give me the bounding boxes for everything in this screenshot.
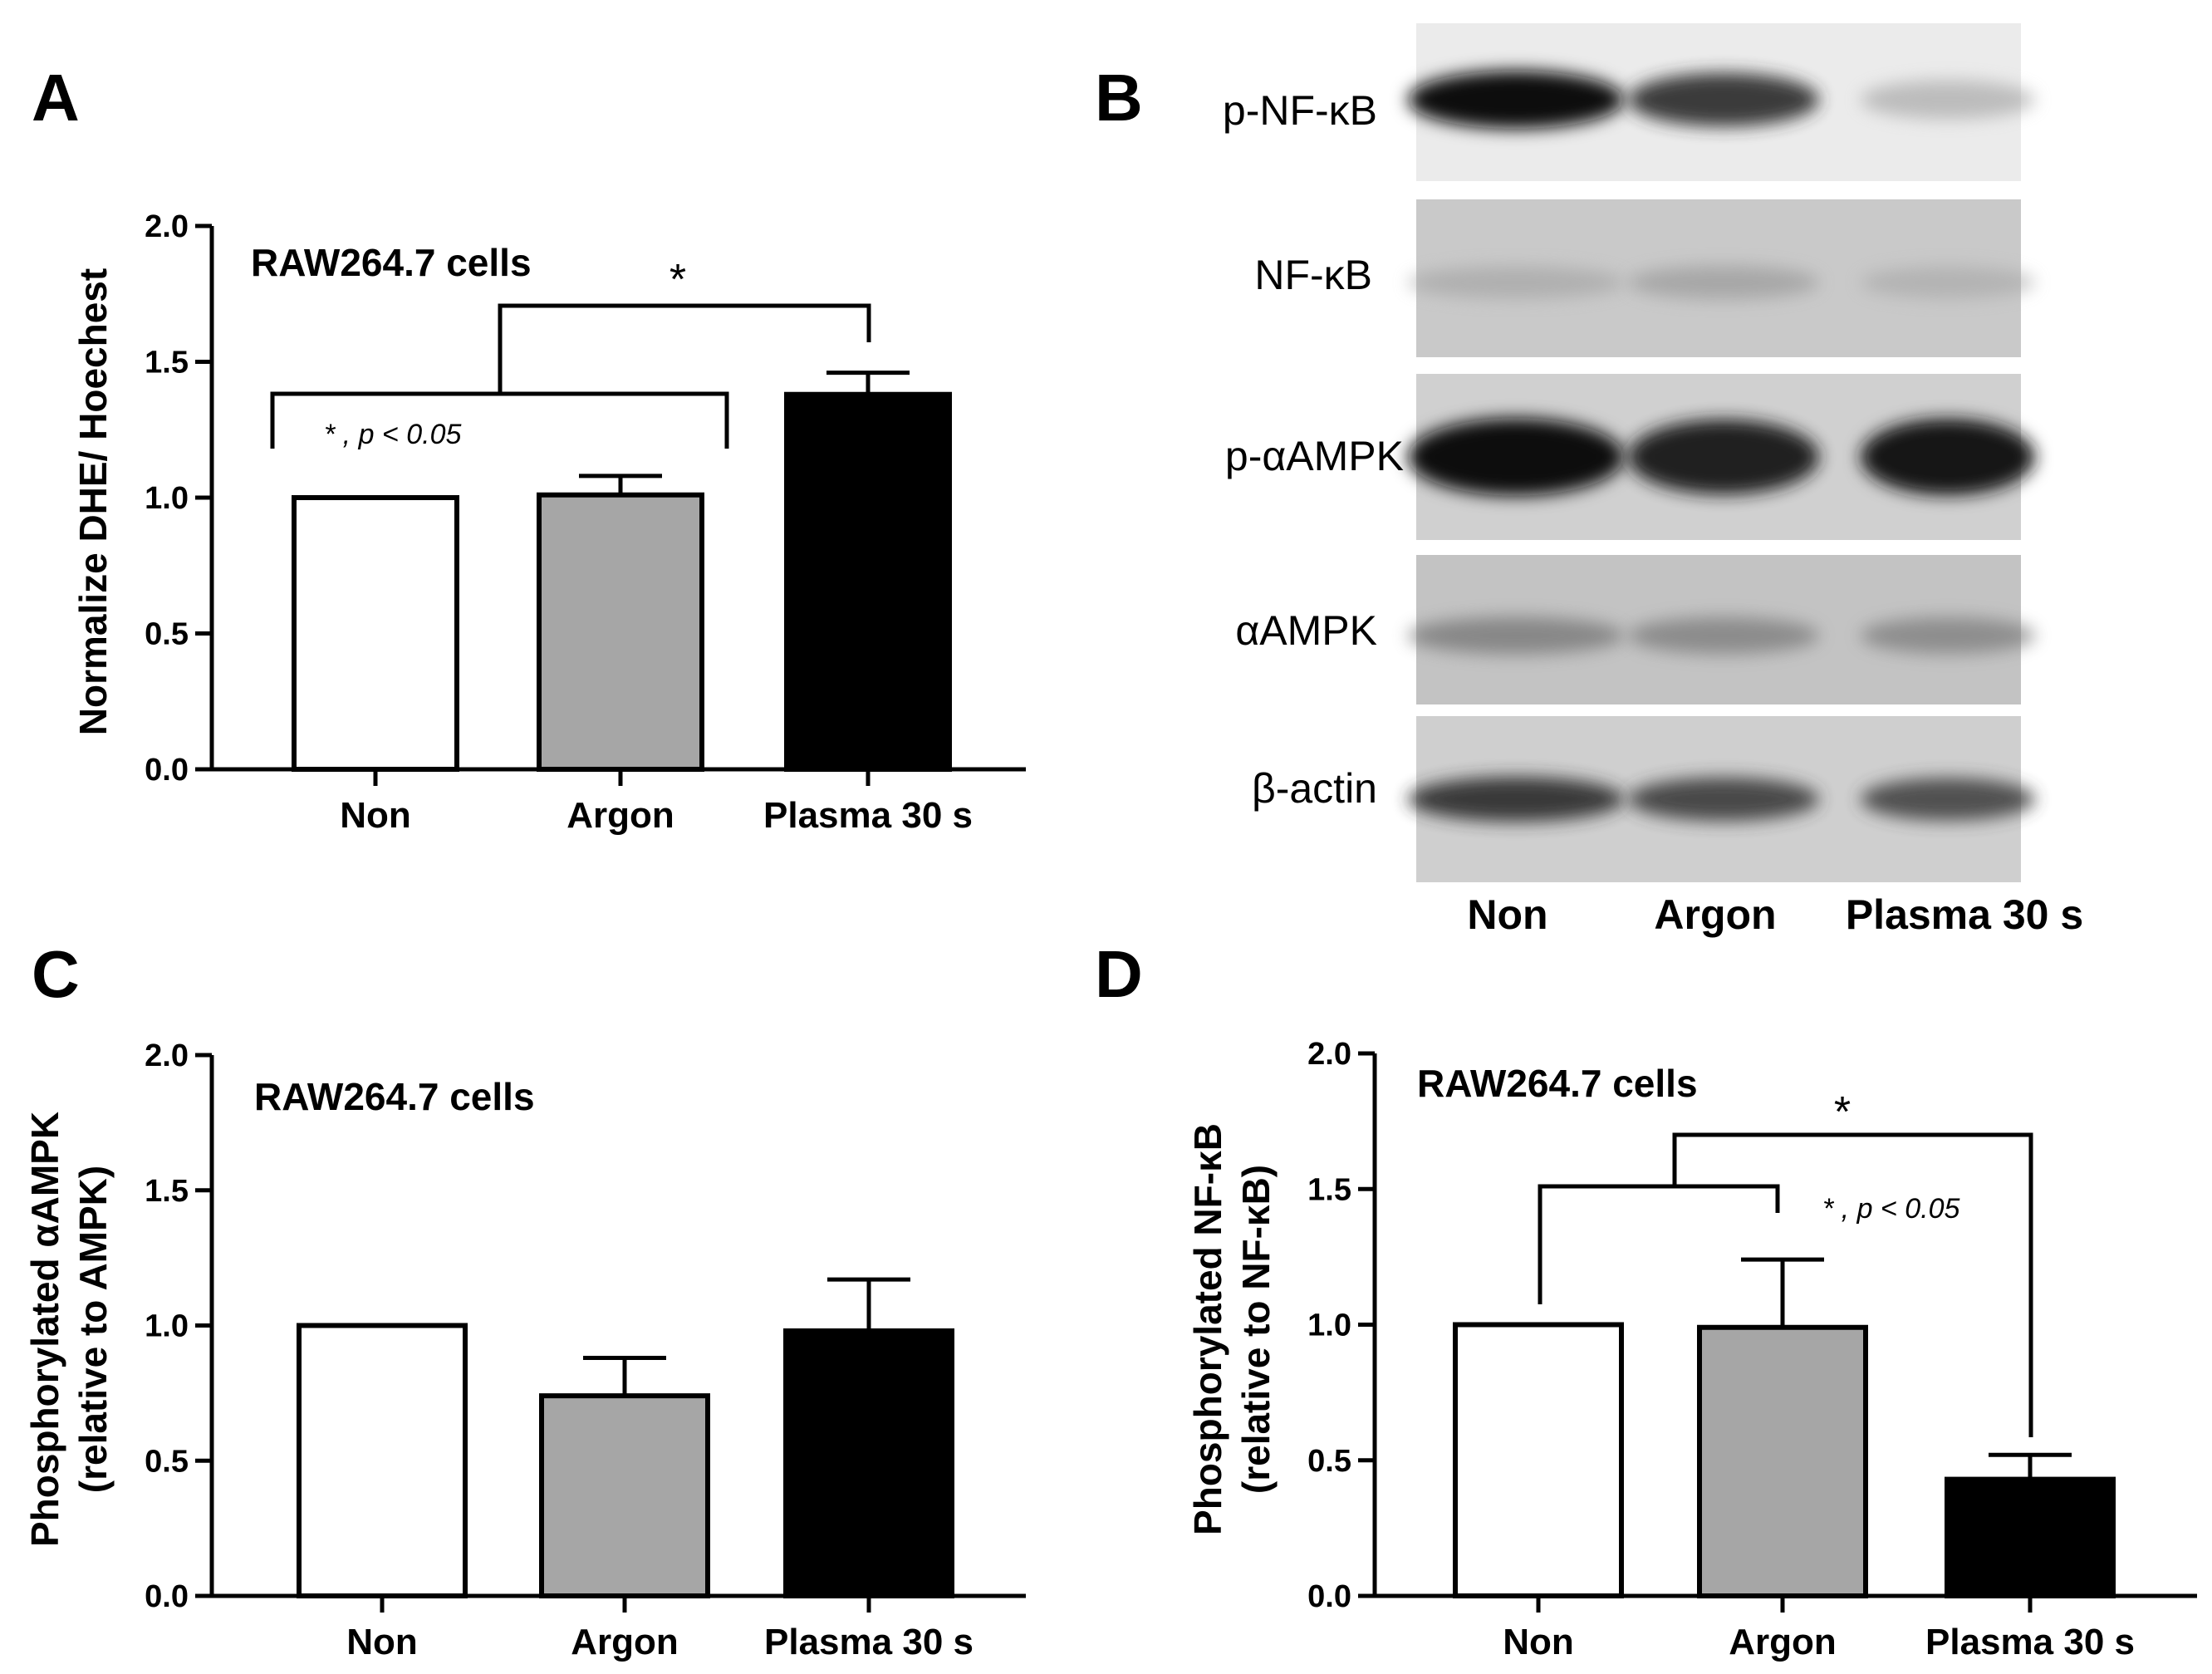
chart-a-bar <box>292 495 459 772</box>
blot-band-nfkb-lane-3 <box>1861 266 2035 299</box>
chart-a-bars <box>292 371 952 772</box>
chart-c-category-label: Non <box>346 1622 418 1662</box>
chart-a-category-label: Non <box>340 795 411 836</box>
blot-band-p-aampk-lane-1 <box>1408 418 1624 496</box>
chart-c-annotation: RAW264.7 cells <box>254 1075 535 1118</box>
chart-a-category-label: Plasma 30 s <box>763 795 973 836</box>
blot-band-nfkb-lane-1 <box>1408 266 1624 299</box>
blot-lane-plasma: Plasma 30 s <box>1846 891 2083 938</box>
blot-band-p-aampk-lane-3 <box>1861 418 2035 496</box>
chart-a-annotation: RAW264.7 cells <box>251 241 532 284</box>
chart-a: RAW264.7 cells Normalize DHE/ Hoechest 0… <box>71 209 1026 836</box>
blot-band-p-nfkb-lane-3 <box>1861 80 2035 120</box>
chart-d-y-tick-label: 1.0 <box>1307 1308 1351 1343</box>
chart-d-category-label: Argon <box>1729 1622 1837 1662</box>
blot-band-p-aampk-lane-2 <box>1628 419 1819 495</box>
chart-c: RAW264.7 cells Phosphorylated αAMPK (rel… <box>23 1038 1026 1662</box>
chart-a-y-tick-label: 1.0 <box>145 481 189 516</box>
chart-a-bracket-upper <box>498 303 871 394</box>
chart-c-y-tick-label: 1.5 <box>145 1174 189 1209</box>
blot-band-aampk-lane-3 <box>1861 616 2035 655</box>
chart-c-category-label: Argon <box>571 1622 679 1662</box>
chart-a-significance: * * , p < 0.05 <box>270 256 871 450</box>
blot-label-nfkb: NF-κB <box>1254 252 1372 298</box>
chart-c-y-axis-label-line1: Phosphorylated αAMPK <box>23 1112 66 1547</box>
panel-letter-d: D <box>1095 937 1143 1011</box>
chart-a-y-tick-label: 0.5 <box>145 617 189 652</box>
chart-c-y-tick-label: 1.0 <box>145 1309 189 1344</box>
panel-letter-b: B <box>1095 61 1143 135</box>
chart-c-category-label: Plasma 30 s <box>764 1622 974 1662</box>
chart-a-y-tick-label: 0.0 <box>145 753 189 788</box>
chart-d: RAW264.7 cells Phosphorylated NF-κB (rel… <box>1186 1037 2197 1662</box>
chart-c-y-tick-label: 0.5 <box>145 1444 189 1479</box>
blot-label-aampk: αAMPK <box>1235 607 1377 654</box>
chart-d-annotation: RAW264.7 cells <box>1417 1062 1698 1105</box>
panel-letter-a: A <box>32 61 80 135</box>
chart-c-bar <box>783 1328 954 1598</box>
western-blot-labels: p-NF-κB NF-κB p-αAMPK αAMPK β-actin Non … <box>1223 87 2083 938</box>
chart-a-bar <box>537 492 704 772</box>
blot-lane-non: Non <box>1467 891 1547 938</box>
western-blot <box>1408 23 2035 882</box>
chart-a-p-note: * , p < 0.05 <box>324 419 461 450</box>
chart-d-y-axis-label-line2: (relative to NF-κB) <box>1234 1165 1278 1494</box>
chart-d-bracket-lower <box>1538 1184 1780 1304</box>
chart-d-bar <box>1697 1324 1868 1598</box>
chart-d-significance: * * , p < 0.05 <box>1538 1088 2033 1437</box>
chart-a-axes: 0.0 0.5 1.0 1.5 2.0 Non Argon Plasma 30 s <box>145 209 1026 836</box>
blot-band-p-nfkb-lane-1 <box>1408 70 1624 130</box>
blot-label-p-aampk: p-αAMPK <box>1225 433 1404 479</box>
blot-label-p-nfkb: p-NF-κB <box>1223 87 1377 134</box>
chart-c-y-tick-label: 2.0 <box>145 1038 189 1073</box>
chart-d-p-note: * , p < 0.05 <box>1822 1193 1959 1225</box>
chart-d-bar <box>1945 1476 2116 1598</box>
chart-d-y-tick-label: 2.0 <box>1307 1037 1351 1072</box>
blot-band-b-actin-lane-3 <box>1861 778 2035 821</box>
chart-d-bracket-upper <box>1672 1132 2033 1437</box>
chart-c-y-axis-label-line2: (relative to AMPK) <box>71 1166 115 1493</box>
chart-d-category-label: Plasma 30 s <box>1925 1622 2135 1662</box>
chart-c-bar <box>539 1393 710 1598</box>
blot-band-aampk-lane-2 <box>1628 616 1819 655</box>
chart-d-y-tick-label: 1.5 <box>1307 1172 1351 1207</box>
chart-a-bar <box>784 391 952 772</box>
chart-d-bars <box>1453 1257 2116 1598</box>
chart-c-bars <box>297 1277 954 1598</box>
chart-a-y-tick-label: 2.0 <box>145 209 189 244</box>
blot-lane-argon: Argon <box>1654 891 1776 938</box>
panel-letter-c: C <box>32 937 80 1011</box>
chart-a-category-label: Argon <box>566 795 674 836</box>
chart-d-category-label: Non <box>1503 1622 1574 1662</box>
chart-d-star: * <box>1834 1088 1851 1136</box>
blot-band-p-nfkb-lane-2 <box>1628 72 1819 127</box>
chart-c-bar <box>297 1323 468 1598</box>
chart-d-y-tick-label: 0.5 <box>1307 1444 1351 1479</box>
blot-label-b-actin: β-actin <box>1252 765 1377 812</box>
blot-band-aampk-lane-1 <box>1408 616 1624 655</box>
chart-d-y-tick-label: 0.0 <box>1307 1579 1351 1614</box>
chart-c-y-tick-label: 0.0 <box>145 1579 189 1614</box>
blot-band-b-actin-lane-1 <box>1408 777 1624 822</box>
chart-d-y-axis-label-line1: Phosphorylated NF-κB <box>1186 1123 1229 1535</box>
chart-d-bar <box>1453 1322 1624 1598</box>
blot-band-nfkb-lane-2 <box>1628 265 1819 300</box>
chart-a-y-tick-label: 1.5 <box>145 346 189 380</box>
blot-band-b-actin-lane-2 <box>1628 777 1819 822</box>
chart-a-star: * <box>669 256 686 304</box>
chart-a-y-axis-label: Normalize DHE/ Hoechest <box>71 268 115 735</box>
